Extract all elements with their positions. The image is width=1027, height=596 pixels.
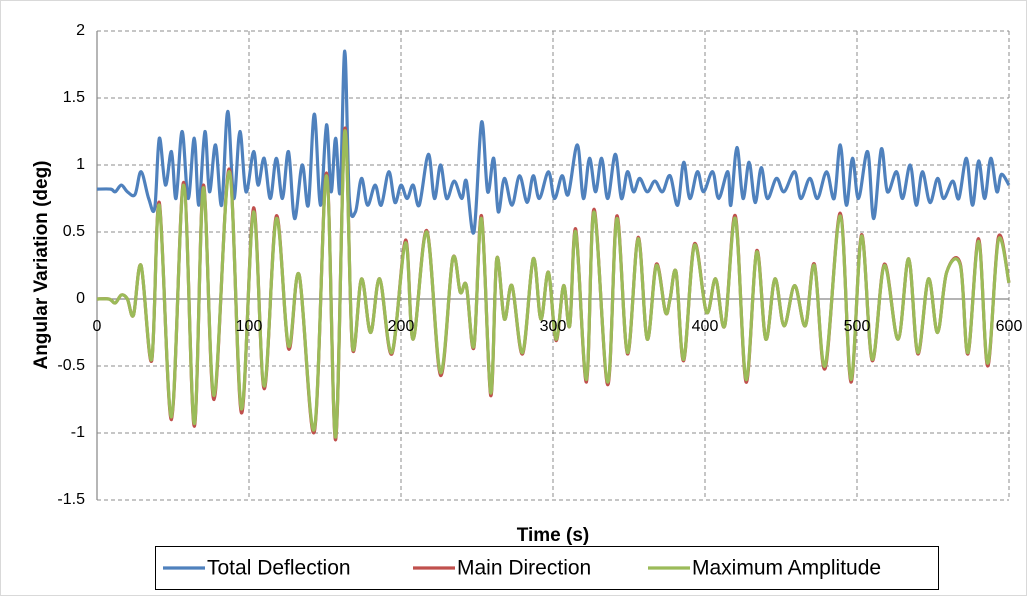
- x-tick-label: 500: [844, 318, 871, 335]
- y-tick-label: 0.5: [63, 223, 85, 240]
- legend-label: Total Deflection: [207, 557, 351, 580]
- y-tick-label: -1.5: [57, 491, 85, 508]
- x-tick-label: 600: [996, 318, 1023, 335]
- x-tick-label: 400: [692, 318, 719, 335]
- x-tick-label: 300: [540, 318, 567, 335]
- series-line: [96, 49, 1011, 235]
- legend-label: Maximum Amplitude: [692, 557, 881, 580]
- y-tick-label: 2: [76, 22, 85, 39]
- y-axis-title: Angular Variation (deg): [31, 160, 52, 369]
- y-tick-label: 1: [76, 156, 85, 173]
- x-tick-label: 0: [93, 318, 102, 335]
- plot-lines: [96, 49, 1011, 442]
- x-axis-title: Time (s): [517, 525, 590, 546]
- y-tick-label: -1: [71, 424, 85, 441]
- x-tick-label: 200: [388, 318, 415, 335]
- legend-box: [155, 546, 939, 590]
- y-tick-label: 0: [76, 290, 85, 307]
- tick-labels: -1.5 -1 -0.5 0 0.5 1 1.5 2 0 100 200 300 400 500 600: [57, 22, 1022, 508]
- y-tick-label: -0.5: [57, 357, 85, 374]
- y-tick-label: 1.5: [63, 89, 85, 106]
- legend: Total Deflection Main Direction Maximum Am…: [163, 557, 881, 580]
- x-tick-label: 100: [236, 318, 263, 335]
- series-line: [96, 129, 1011, 439]
- legend-label: Main Direction: [457, 557, 591, 580]
